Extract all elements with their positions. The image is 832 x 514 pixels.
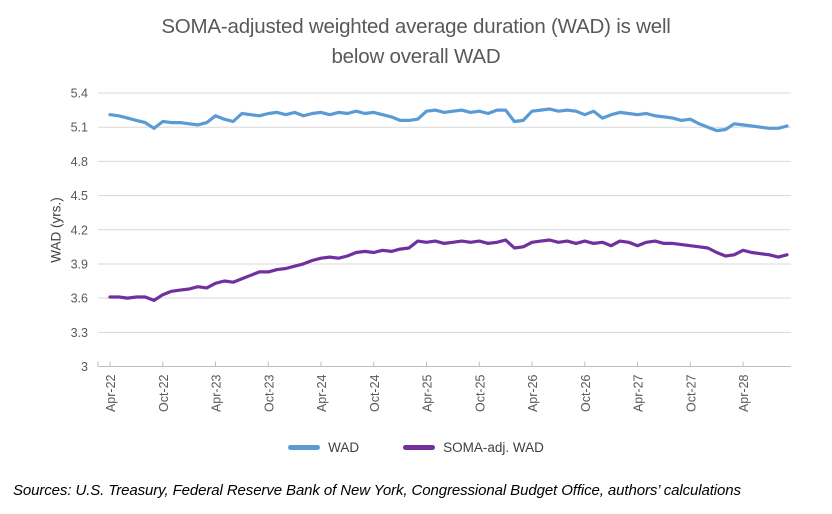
x-tick-label: Oct-27 (684, 374, 698, 412)
y-tick-label: 3 (81, 360, 88, 374)
y-tick-label: 4.2 (71, 223, 88, 237)
y-tick-label: 5.4 (71, 87, 88, 101)
chart-title-line1: SOMA-adjusted weighted average duration … (161, 15, 671, 38)
y-axis-title: WAD (yrs.) (48, 197, 64, 263)
sources-note: Sources: U.S. Treasury, Federal Reserve … (13, 482, 741, 499)
x-tick-label: Apr-25 (421, 374, 435, 412)
x-tick-label: Oct-24 (368, 374, 382, 412)
x-tick-label: Oct-23 (262, 374, 276, 412)
x-tick-label: Oct-22 (157, 374, 171, 412)
series-line-wad (108, 107, 789, 133)
chart-title: SOMA-adjusted weighted average duration … (0, 12, 832, 71)
legend-line-swatch-wad (288, 445, 321, 450)
legend-item-wad: WAD (288, 440, 359, 455)
x-tick-label: Apr-27 (632, 374, 646, 412)
chart-legend: WAD SOMA-adj. WAD (0, 440, 832, 455)
line-chart-plot: 3 3.3 3.6 3.9 4.2 4.5 4.8 5.1 5.4 Apr-22 Oct-22 Apr… (71, 87, 791, 412)
x-tick-label: Apr-26 (526, 374, 540, 412)
legend-label-soma-adj-wad: SOMA-adj. WAD (443, 440, 544, 455)
y-tick-label: 3.3 (71, 326, 88, 340)
chart-title-line2: below overall WAD (331, 44, 501, 68)
series-line-soma-adj-wad (108, 238, 789, 302)
legend-line-swatch-soma-adj-wad (403, 445, 436, 450)
x-tick-label: Apr-28 (737, 374, 751, 412)
x-tick-label: Oct-26 (579, 374, 593, 412)
x-tick-label: Apr-23 (210, 374, 224, 412)
y-tick-label: 3.6 (71, 292, 88, 306)
legend-item-soma-adj-wad: SOMA-adj. WAD (403, 440, 544, 455)
legend-label-wad: WAD (328, 440, 360, 455)
x-tick-label: Apr-22 (104, 374, 118, 412)
y-tick-label: 4.5 (71, 189, 88, 203)
x-tick-label: Oct-25 (473, 374, 487, 412)
y-tick-label: 4.8 (71, 155, 88, 169)
y-tick-label: 5.1 (71, 121, 88, 135)
x-tick-label: Apr-24 (315, 374, 329, 412)
y-tick-label: 3.9 (71, 257, 88, 271)
